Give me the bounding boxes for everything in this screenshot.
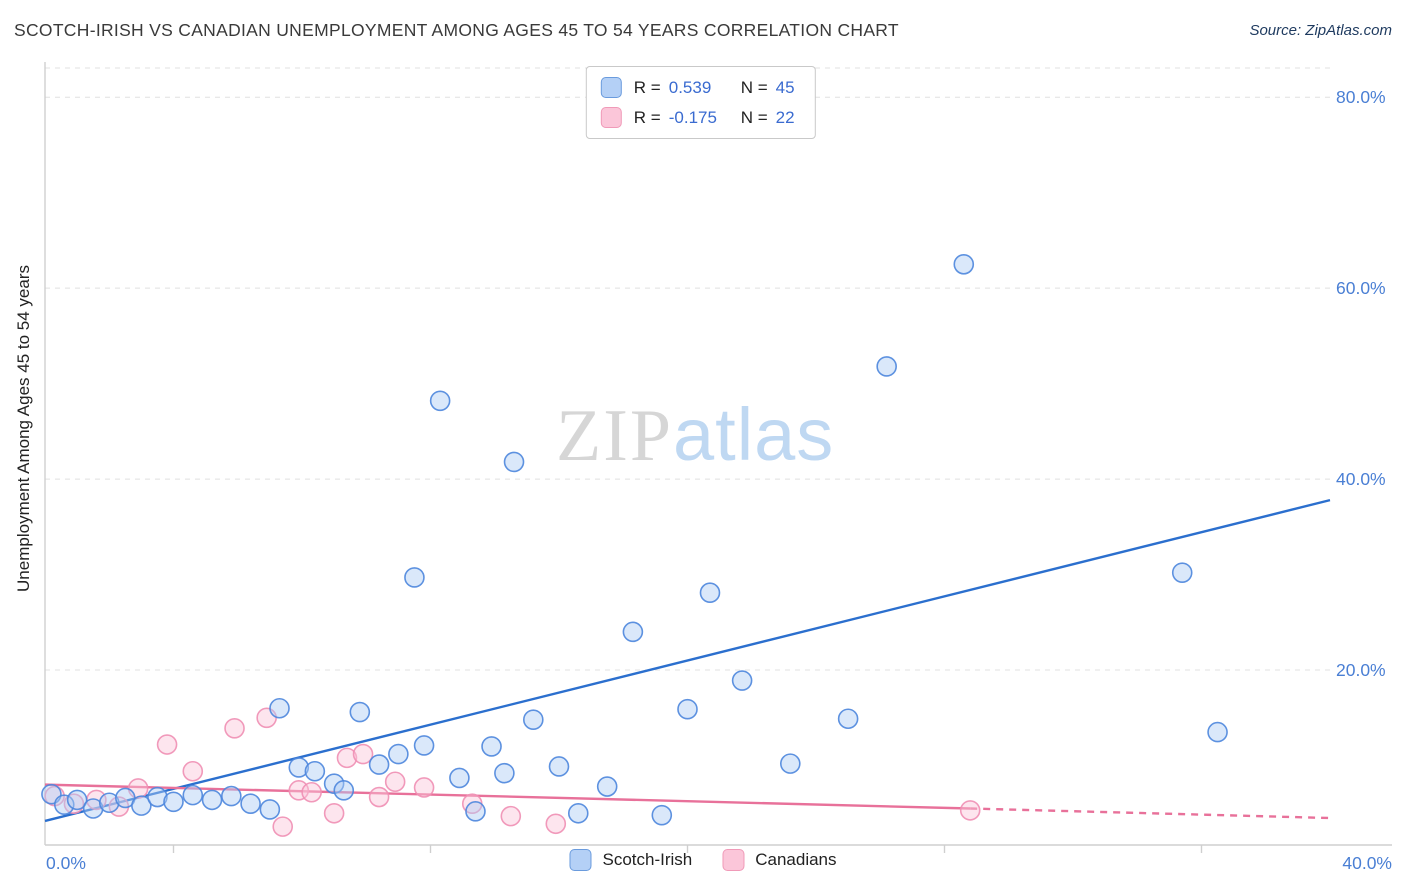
scotch-irish-legend-label: Scotch-Irish xyxy=(602,850,693,869)
scotch-irish-data-point xyxy=(304,760,326,782)
n-value-canadians: 22 xyxy=(775,107,795,127)
canadians-data-point xyxy=(352,743,374,765)
page-title: SCOTCH-IRISH VS CANADIAN UNEMPLOYMENT AM… xyxy=(14,20,899,40)
legend-item-canadians: Canadians xyxy=(722,849,837,871)
scotch-irish-data-point xyxy=(388,743,409,765)
scotch-irish-swatch xyxy=(600,77,622,98)
scotch-irish-data-point xyxy=(779,753,801,774)
trend-line-scotch-irish-solid xyxy=(44,498,1331,823)
y-axis-title: Unemployment Among Ages 45 to 54 years xyxy=(14,265,33,592)
scotch-irish-data-point xyxy=(953,253,975,275)
scotch-irish-data-point xyxy=(567,802,589,824)
scotch-irish-data-point xyxy=(221,785,242,807)
n-label: N = xyxy=(740,107,768,127)
scotch-irish-data-point xyxy=(404,567,425,588)
scotch-irish-data-point xyxy=(548,756,570,777)
y-tick-label-20.0%: 20.0% xyxy=(1336,660,1386,680)
scotch-irish-data-point xyxy=(596,776,618,797)
scotch-irish-data-point xyxy=(837,708,859,730)
canadians-legend-swatch xyxy=(722,849,745,871)
scotch-irish-data-point xyxy=(413,735,435,756)
n-label: N = xyxy=(740,77,768,97)
scotch-irish-data-point xyxy=(182,784,204,806)
scotch-irish-data-point xyxy=(201,789,223,811)
correlation-stats-box: R = 0.539 N = 45 R = -0.175 N = 22 xyxy=(585,66,816,139)
scotch-irish-data-point xyxy=(522,709,544,730)
scotch-irish-stats-row: R = 0.539 N = 45 xyxy=(600,77,795,98)
r-label: R = xyxy=(633,77,661,97)
canadians-data-point xyxy=(224,717,245,739)
r-value-scotch-irish: 0.539 xyxy=(668,77,712,97)
scotch-irish-data-point xyxy=(259,799,281,820)
canadians-stats-row: R = -0.175 N = 22 xyxy=(600,107,795,128)
canadians-swatch xyxy=(600,107,622,128)
canadians-data-point xyxy=(182,760,204,782)
canadians-data-point xyxy=(156,734,178,755)
scotch-irish-data-point xyxy=(449,767,470,789)
scotch-irish-data-point xyxy=(333,780,355,801)
y-tick-label-80.0%: 80.0% xyxy=(1336,87,1386,107)
y-tick-label-40.0%: 40.0% xyxy=(1336,469,1386,489)
canadians-data-point xyxy=(384,771,406,793)
scotch-irish-data-point xyxy=(98,792,120,814)
scotch-irish-data-point xyxy=(494,762,515,784)
canadians-data-point xyxy=(323,802,345,824)
scotch-irish-data-point xyxy=(288,757,310,778)
canadians-data-point xyxy=(288,780,310,801)
scotch-irish-data-point xyxy=(731,670,753,691)
scotch-irish-data-point xyxy=(53,794,75,815)
scotch-irish-data-point xyxy=(163,791,184,813)
y-tick-label-60.0%: 60.0% xyxy=(1336,278,1386,298)
trend-line-canadians-dashed xyxy=(970,807,1331,820)
scotch-irish-data-point xyxy=(240,793,261,815)
canadians-data-point xyxy=(368,786,390,808)
scotch-irish-data-point xyxy=(481,736,502,757)
scotch-irish-legend-swatch xyxy=(569,849,592,871)
scotch-irish-data-point xyxy=(1207,721,1228,743)
canadians-data-point xyxy=(301,781,322,803)
scotch-irish-data-point xyxy=(1171,562,1193,583)
legend-item-scotch-irish: Scotch-Irish xyxy=(569,849,692,871)
canadians-data-point xyxy=(500,805,522,827)
r-value-canadians: -0.175 xyxy=(668,107,717,127)
x-axis-min-label: 0.0% xyxy=(46,853,86,873)
scotch-irish-data-point xyxy=(349,701,371,723)
scotch-irish-data-point xyxy=(651,804,673,826)
canadians-data-point xyxy=(413,777,435,798)
x-axis-max-label: 40.0% xyxy=(1342,853,1392,873)
canadians-data-point xyxy=(336,747,358,769)
scotch-irish-data-point xyxy=(465,801,486,822)
scotch-irish-data-point xyxy=(622,621,644,643)
source-attribution-link[interactable]: Source: ZipAtlas.com xyxy=(1249,22,1392,39)
series-legend: Scotch-Irish Canadians xyxy=(569,849,837,871)
scotch-irish-data-point xyxy=(368,754,390,775)
canadians-data-point xyxy=(272,816,294,837)
scotch-irish-data-point xyxy=(699,582,721,604)
canadians-data-point xyxy=(545,813,567,835)
r-label: R = xyxy=(633,107,661,127)
canadians-data-point xyxy=(959,800,981,821)
n-value-scotch-irish: 45 xyxy=(775,77,795,97)
scotch-irish-data-point xyxy=(131,795,152,816)
scotch-irish-data-point xyxy=(876,356,897,377)
scotch-irish-data-point xyxy=(66,789,88,811)
canadians-legend-label: Canadians xyxy=(755,850,837,869)
scotch-irish-data-point xyxy=(677,698,698,720)
scotch-irish-data-point xyxy=(269,697,290,719)
scotch-irish-data-point xyxy=(147,786,168,808)
scotch-irish-data-point xyxy=(503,451,525,473)
scotch-irish-data-point xyxy=(429,390,451,412)
